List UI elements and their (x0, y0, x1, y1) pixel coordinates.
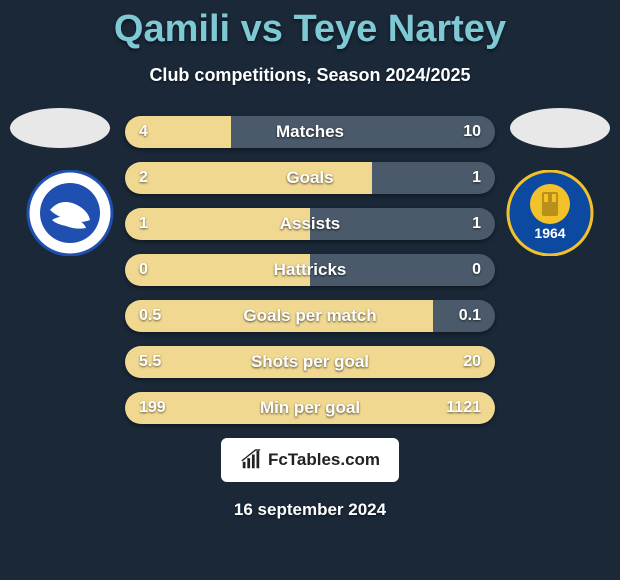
stat-row: 2Goals1 (125, 162, 495, 194)
stat-label: Hattricks (125, 260, 495, 280)
brondby-badge-icon: 1964 (500, 170, 600, 256)
brand-label: FcTables.com (268, 450, 380, 470)
stat-label: Goals (125, 168, 495, 188)
stat-label: Goals per match (125, 306, 495, 326)
chart-icon (240, 449, 262, 471)
club-badge-right: 1964 (500, 170, 600, 256)
stat-label: Min per goal (125, 398, 495, 418)
stat-label: Shots per goal (125, 352, 495, 372)
badge-year: 1964 (534, 225, 565, 241)
player-right-silhouette (510, 108, 610, 148)
sonderjyske-badge-icon (20, 170, 120, 256)
stat-label: Matches (125, 122, 495, 142)
stat-row: 4Matches10 (125, 116, 495, 148)
stat-row: 0Hattricks0 (125, 254, 495, 286)
stat-row: 5.5Shots per goal20 (125, 346, 495, 378)
stat-row: 1Assists1 (125, 208, 495, 240)
stat-label: Assists (125, 214, 495, 234)
date-label: 16 september 2024 (0, 500, 620, 520)
comparison-panel: 1964 4Matches10 2Goals1 1Assists1 0Hattrick… (0, 116, 620, 520)
stat-row: 199Min per goal1121 (125, 392, 495, 424)
stat-row: 0.5Goals per match0.1 (125, 300, 495, 332)
brand-badge: FcTables.com (221, 438, 399, 482)
page-title: Qamili vs Teye Nartey (0, 0, 620, 51)
stats-list: 4Matches10 2Goals1 1Assists1 0Hattricks0 0.5… (125, 116, 495, 424)
subtitle: Club competitions, Season 2024/2025 (0, 65, 620, 86)
player-left-silhouette (10, 108, 110, 148)
club-badge-left (20, 170, 120, 256)
